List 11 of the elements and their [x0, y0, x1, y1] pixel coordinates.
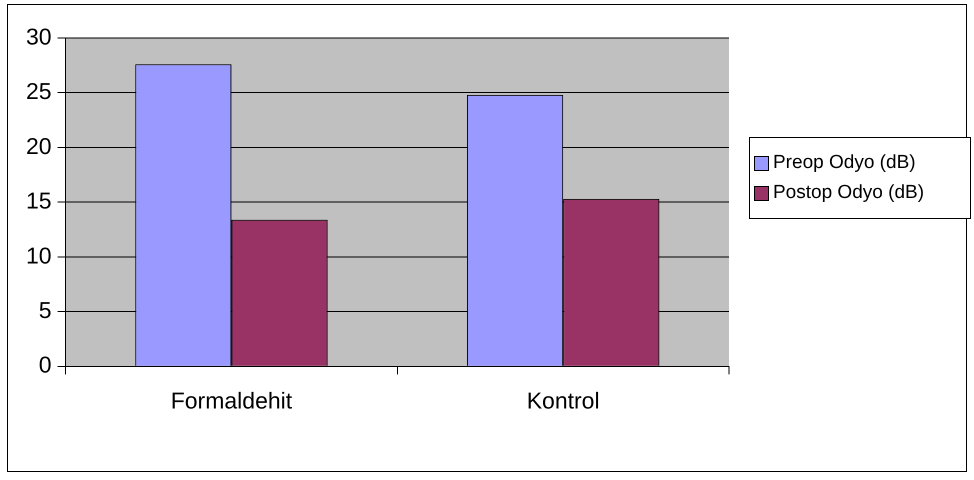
y-tick-label: 20: [26, 132, 52, 159]
y-tick-label: 0: [38, 352, 52, 378]
y-tick-label: 10: [26, 242, 52, 268]
y-tick-label: 15: [26, 188, 52, 214]
y-tick-label: 5: [38, 297, 52, 324]
legend-label: Postop Odyo (dB): [773, 182, 924, 204]
y-tick-label: 25: [26, 78, 52, 104]
legend-label: Preop Odyo (dB): [773, 152, 916, 174]
x-tick-label: Formaldehit: [170, 388, 293, 414]
y-tick-label: 30: [26, 23, 52, 50]
x-tick-label: Kontrol: [526, 388, 600, 414]
